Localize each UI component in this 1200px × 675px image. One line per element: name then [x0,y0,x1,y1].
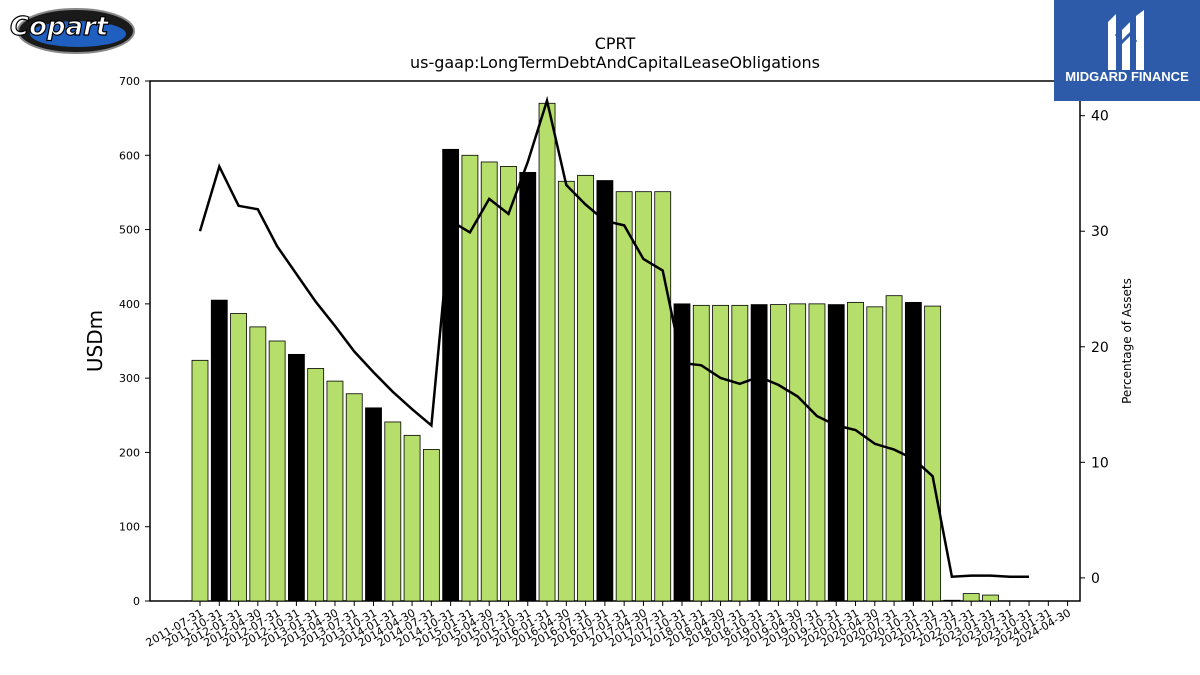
y2-tick-label-20: 20 [1091,340,1109,356]
bar-2016-10-31 [596,180,614,602]
bar-2021-07-31 [943,599,961,602]
y-tick-label-500: 500 [119,224,140,237]
y-tick-label-200: 200 [119,446,140,459]
bar-2023-01-31 [982,594,999,602]
y-axis-left: 0 100 200 300 400 500 600 700 [119,75,150,608]
bars-group [191,102,999,602]
y2-tick-label-10: 10 [1091,455,1109,471]
bar-2015-10-31 [519,171,537,602]
bar-2017-10-31 [673,303,691,602]
y-tick-label-400: 400 [119,298,140,311]
y-axis-label: USDm [83,310,107,372]
y-tick-label-600: 600 [119,149,140,162]
bar-2014-04-30 [403,434,421,602]
y-axis-right: 0 10 20 30 40 [1080,109,1109,587]
y-tick-label-0: 0 [133,595,140,608]
plot-frame [149,80,1081,602]
bar-2013-01-31 [307,368,325,602]
bar-2013-04-30 [326,380,344,602]
bar-2016-04-30 [557,180,575,602]
chart-title: CPRT [595,34,636,53]
bar-2016-07-31 [577,174,594,602]
copart-logo-text: Copart [10,12,110,42]
bar-2020-04-30 [866,306,884,602]
bar-2014-07-31 [422,449,440,602]
bar-2020-01-31 [847,301,864,602]
bar-2018-10-31 [750,304,768,602]
bar-2012-07-31 [268,340,286,602]
y2-tick-label-40: 40 [1091,109,1109,125]
bar-2022-07-31 [962,593,980,602]
bar-2014-10-31 [442,148,460,602]
bar-2015-07-31 [500,166,517,602]
bar-2017-04-30 [635,191,652,602]
bar-2014-01-31 [384,421,402,602]
y-tick-label-700: 700 [119,75,140,88]
bar-2021-01-31 [924,305,942,602]
bar-2013-07-31 [345,393,363,602]
bar-2019-07-31 [808,303,826,602]
midgard-finance-logo-text: MIDGARD FINANCE [1065,69,1189,84]
bar-2018-01-31 [692,304,710,602]
line-group [198,95,1029,579]
bar-2019-04-30 [789,303,807,602]
y2-tick-label-0: 0 [1091,571,1100,587]
bar-2018-07-31 [731,304,749,602]
percentage-of-assets-line [198,95,1029,579]
chart-subtitle: us-gaap:LongTermDebtAndCapitalLeaseOblig… [410,53,820,72]
y2-axis-label: Percentage of Assets [1120,278,1134,404]
y2-tick-label-30: 30 [1091,224,1109,240]
x-axis: 2011-07-312011-10-312012-01-312012-04-30… [144,601,1073,650]
bar-2019-01-31 [770,304,787,602]
bar-2012-01-31 [230,313,247,602]
bar-2013-10-31 [365,407,382,602]
bar-2018-04-30 [712,304,729,602]
bar-2012-04-30 [249,326,267,602]
bar-2012-10-31 [287,353,305,602]
y-tick-label-300: 300 [119,372,140,385]
copart-logo: Copart [4,4,136,54]
bar-2011-07-31 [191,359,209,602]
bar-2011-10-31 [210,299,228,602]
midgard-finance-logo: MIDGARD FINANCE [1054,0,1200,101]
bar-2019-10-31 [827,304,845,602]
y-tick-label-100: 100 [119,521,140,534]
bar-2015-04-30 [480,161,498,602]
bar-2020-10-31 [904,301,922,602]
bar-2016-01-31 [538,102,556,602]
bar-2017-07-31 [654,191,672,602]
bar-2017-01-31 [615,191,633,602]
